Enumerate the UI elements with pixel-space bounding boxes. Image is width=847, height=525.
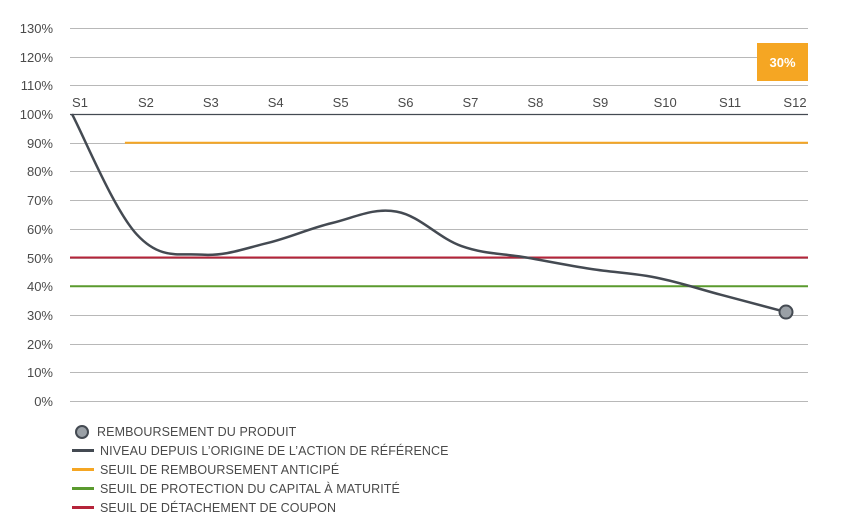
- y-tick-label: 70%: [27, 193, 53, 208]
- y-tick-label: 20%: [27, 337, 53, 352]
- y-tick-label: 120%: [20, 50, 54, 65]
- legend-swatch-early-redemption: [72, 468, 94, 471]
- y-tick-label: 80%: [27, 164, 53, 179]
- legend-item-marker: REMBOURSEMENT DU PRODUIT: [72, 422, 449, 441]
- x-category-label: S4: [268, 95, 284, 110]
- y-tick-label: 110%: [21, 78, 54, 93]
- legend-swatch-series: [72, 449, 94, 452]
- y-tick-label: 100%: [20, 107, 54, 122]
- x-category-label: S2: [138, 95, 154, 110]
- x-category-label: S12: [783, 95, 806, 110]
- x-category-label: S10: [654, 95, 677, 110]
- legend: REMBOURSEMENT DU PRODUIT NIVEAU DEPUIS L…: [72, 422, 449, 517]
- x-category-label: S6: [398, 95, 414, 110]
- y-tick-label: 50%: [27, 251, 53, 266]
- x-category-label: S9: [592, 95, 608, 110]
- x-category-label: S5: [333, 95, 349, 110]
- series-lines: [70, 113, 787, 314]
- legend-label-marker: REMBOURSEMENT DU PRODUIT: [97, 424, 297, 439]
- y-tick-label: 130%: [20, 21, 54, 36]
- legend-item-early-redemption: SEUIL DE REMBOURSEMENT ANTICIPÉ: [72, 460, 449, 479]
- x-category-label: S1: [72, 95, 88, 110]
- legend-label-series: NIVEAU DEPUIS L’ORIGINE DE L’ACTION DE R…: [100, 443, 449, 458]
- x-axis-categories: S1 S2 S3 S4 S5 S6 S7 S8 S9 S10 S11 S12: [72, 95, 807, 110]
- x-category-label: S8: [527, 95, 543, 110]
- x-category-label: S11: [719, 95, 741, 110]
- final-value-badge: 30%: [757, 43, 808, 81]
- y-tick-label: 10%: [27, 365, 53, 380]
- threshold-lines: [70, 141, 808, 288]
- series-line: [70, 113, 787, 314]
- x-category-label: S3: [203, 95, 219, 110]
- gridlines: [70, 28, 808, 402]
- marker-circle-icon: [75, 424, 89, 439]
- final-value-badge-text: 30%: [769, 54, 796, 70]
- legend-label-coupon: SEUIL DE DÉTACHEMENT DE COUPON: [100, 500, 337, 515]
- y-tick-label: 0%: [34, 394, 53, 409]
- redemption-marker: [778, 304, 794, 320]
- legend-item-coupon: SEUIL DE DÉTACHEMENT DE COUPON: [72, 498, 449, 517]
- legend-label-capital-protection: SEUIL DE PROTECTION DU CAPITAL À MATURIT…: [100, 481, 400, 496]
- legend-label-early-redemption: SEUIL DE REMBOURSEMENT ANTICIPÉ: [100, 462, 340, 477]
- y-tick-label: 90%: [27, 136, 53, 151]
- y-tick-label: 30%: [27, 308, 53, 323]
- legend-item-capital-protection: SEUIL DE PROTECTION DU CAPITAL À MATURIT…: [72, 479, 449, 498]
- legend-swatch-capital-protection: [72, 487, 94, 490]
- legend-item-series: NIVEAU DEPUIS L’ORIGINE DE L’ACTION DE R…: [72, 441, 449, 460]
- markers: [778, 304, 794, 320]
- y-axis-ticks: 0% 10% 20% 30% 40% 50% 60% 70% 80% 90% 100% 110% 120…: [20, 21, 54, 409]
- legend-swatch-coupon: [72, 506, 94, 509]
- y-tick-label: 40%: [27, 279, 53, 294]
- x-category-label: S7: [463, 95, 479, 110]
- y-tick-label: 60%: [27, 222, 53, 237]
